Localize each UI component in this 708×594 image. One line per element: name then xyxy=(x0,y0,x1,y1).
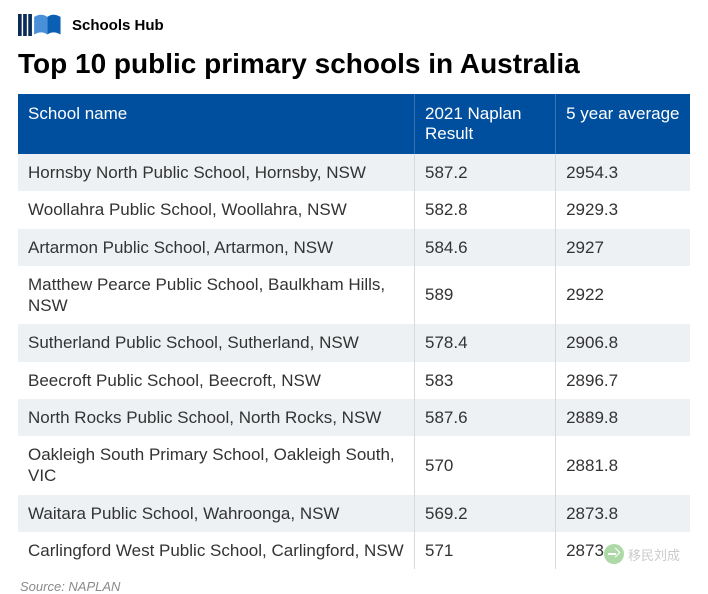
table-row: Sutherland Public School, Sutherland, NS… xyxy=(18,324,690,361)
table-row: Woollahra Public School, Woollahra, NSW5… xyxy=(18,191,690,228)
cell-name: Carlingford West Public School, Carlingf… xyxy=(18,532,414,569)
table-row: Artarmon Public School, Artarmon, NSW584… xyxy=(18,229,690,266)
cell-naplan: 571 xyxy=(414,532,555,569)
watermark-text: 移民刘成 xyxy=(628,545,680,564)
cell-naplan: 587.2 xyxy=(414,154,555,191)
cell-avg: 2896.7 xyxy=(556,362,690,399)
table-row: Oakleigh South Primary School, Oakleigh … xyxy=(18,436,690,495)
header: Schools Hub xyxy=(18,12,690,38)
col-header-naplan: 2021 Naplan Result xyxy=(414,94,555,154)
cell-name: Hornsby North Public School, Hornsby, NS… xyxy=(18,154,414,191)
table-row: Carlingford West Public School, Carlingf… xyxy=(18,532,690,569)
cell-avg: 2889.8 xyxy=(556,399,690,436)
cell-avg: 2873.8 xyxy=(556,495,690,532)
cell-avg: 2929.3 xyxy=(556,191,690,228)
cell-avg: 2881.8 xyxy=(556,436,690,495)
cell-name: Matthew Pearce Public School, Baulkham H… xyxy=(18,266,414,325)
table-row: North Rocks Public School, North Rocks, … xyxy=(18,399,690,436)
cell-avg: 2927 xyxy=(556,229,690,266)
cell-name: Oakleigh South Primary School, Oakleigh … xyxy=(18,436,414,495)
cell-naplan: 583 xyxy=(414,362,555,399)
table-row: Matthew Pearce Public School, Baulkham H… xyxy=(18,266,690,325)
page-title: Top 10 public primary schools in Austral… xyxy=(18,48,690,80)
cell-name: Beecroft Public School, Beecroft, NSW xyxy=(18,362,414,399)
source-text: Source: NAPLAN xyxy=(18,579,690,594)
logo-icon xyxy=(18,12,62,38)
wechat-icon xyxy=(604,544,624,564)
cell-name: Waitara Public School, Wahroonga, NSW xyxy=(18,495,414,532)
cell-name: Sutherland Public School, Sutherland, NS… xyxy=(18,324,414,361)
cell-name: Artarmon Public School, Artarmon, NSW xyxy=(18,229,414,266)
table-row: Waitara Public School, Wahroonga, NSW569… xyxy=(18,495,690,532)
table-header-row: School name 2021 Naplan Result 5 year av… xyxy=(18,94,690,154)
cell-avg: 2922 xyxy=(556,266,690,325)
table-row: Beecroft Public School, Beecroft, NSW583… xyxy=(18,362,690,399)
cell-naplan: 589 xyxy=(414,266,555,325)
cell-avg: 2954.3 xyxy=(556,154,690,191)
cell-name: Woollahra Public School, Woollahra, NSW xyxy=(18,191,414,228)
cell-avg: 2906.8 xyxy=(556,324,690,361)
table-row: Hornsby North Public School, Hornsby, NS… xyxy=(18,154,690,191)
cell-naplan: 582.8 xyxy=(414,191,555,228)
cell-naplan: 587.6 xyxy=(414,399,555,436)
cell-naplan: 584.6 xyxy=(414,229,555,266)
col-header-avg: 5 year average xyxy=(556,94,690,154)
cell-name: North Rocks Public School, North Rocks, … xyxy=(18,399,414,436)
brand-name: Schools Hub xyxy=(72,17,164,34)
watermark: 移民刘成 xyxy=(604,544,680,564)
col-header-name: School name xyxy=(18,94,414,154)
cell-naplan: 569.2 xyxy=(414,495,555,532)
cell-naplan: 578.4 xyxy=(414,324,555,361)
cell-naplan: 570 xyxy=(414,436,555,495)
schools-table: School name 2021 Naplan Result 5 year av… xyxy=(18,94,690,569)
